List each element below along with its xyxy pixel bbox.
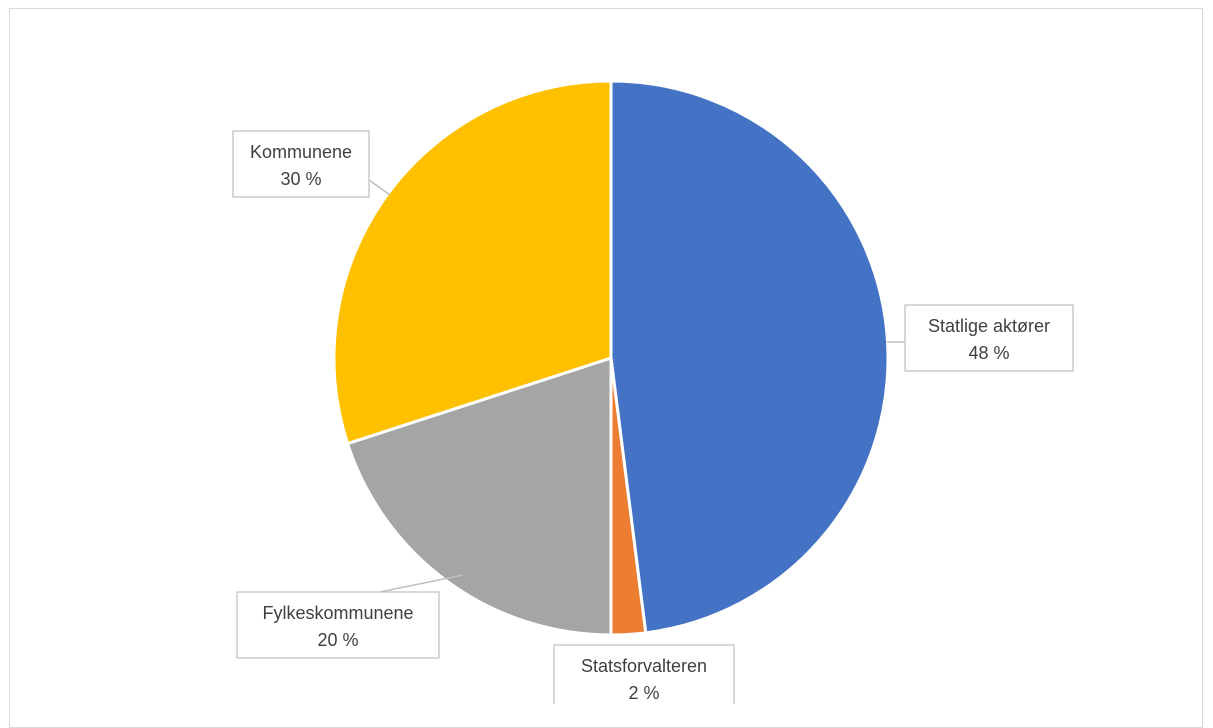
leader-line-kommunene [368, 179, 391, 196]
pie-slice-fylkeskommunene [346, 356, 613, 637]
data-label-fylkeskommunene: Fylkeskommunene 20 % [236, 591, 440, 659]
pie-chart: Statlige aktører 48 % Statsforvalteren 2 % F… [232, 79, 1074, 704]
data-label-box [236, 591, 440, 659]
data-label-statsforvalteren: Statsforvalteren 2 % [553, 644, 735, 704]
pie-slice-kommunene [332, 79, 613, 446]
data-label-category: Statsforvalteren [581, 656, 707, 676]
pie-slice-statlige-akt-rer [609, 79, 890, 635]
data-label-box [904, 304, 1074, 372]
leader-line-fylkeskommunene [379, 574, 464, 593]
data-labels: Statlige aktører 48 % Statsforvalteren 2 % F… [232, 130, 1074, 704]
data-label-category: Fylkeskommunene [262, 603, 413, 623]
data-label-kommunene: Kommunene 30 % [232, 130, 370, 198]
data-label-value: 20 % [317, 630, 358, 650]
data-label-category: Kommunene [250, 142, 352, 162]
pie-slices [332, 79, 890, 637]
data-label-box [232, 130, 370, 198]
data-label-statlige-akt-rer: Statlige aktører 48 % [904, 304, 1074, 372]
data-label-value: 48 % [968, 343, 1009, 363]
data-label-value: 30 % [280, 169, 321, 189]
data-label-category: Statlige aktører [928, 316, 1050, 336]
data-label-value: 2 % [628, 683, 659, 703]
data-label-box [553, 644, 735, 704]
